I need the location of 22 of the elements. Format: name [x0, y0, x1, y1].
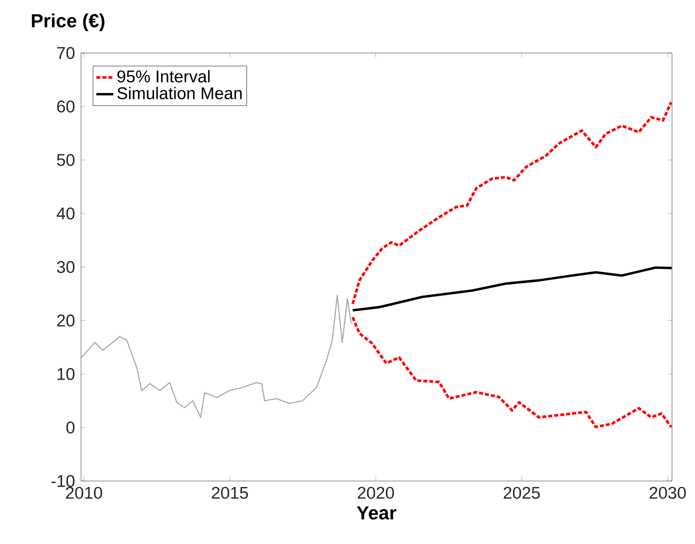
y-tick-label: 70: [57, 47, 74, 59]
y-tick-label: 40: [56, 208, 74, 220]
y-axis-title: Price (€): [32, 14, 104, 32]
x-tick-label: 2030: [650, 486, 686, 499]
x-tick-label: 2025: [504, 486, 540, 499]
y-tick-label: 0: [66, 422, 75, 434]
x-tick-label: 2015: [212, 486, 248, 499]
legend-label: 95% Interval: [117, 70, 210, 82]
line-series: [81, 294, 352, 418]
x-tick-label: 2020: [358, 486, 394, 499]
y-tick-label: 30: [56, 261, 74, 273]
y-tick-label: 60: [57, 100, 74, 112]
legend-label: Simulation Mean: [117, 86, 242, 100]
line-series: [352, 266, 672, 312]
x-axis-title: Year: [356, 506, 396, 520]
y-tick-label: -10: [51, 475, 74, 487]
line-series: [351, 100, 672, 306]
line-series: [351, 316, 672, 428]
y-tick-label: 10: [58, 368, 74, 380]
x-tick-label: 2010: [66, 486, 102, 499]
y-tick-label: 20: [57, 314, 74, 326]
y-tick-label: 50: [56, 154, 74, 166]
